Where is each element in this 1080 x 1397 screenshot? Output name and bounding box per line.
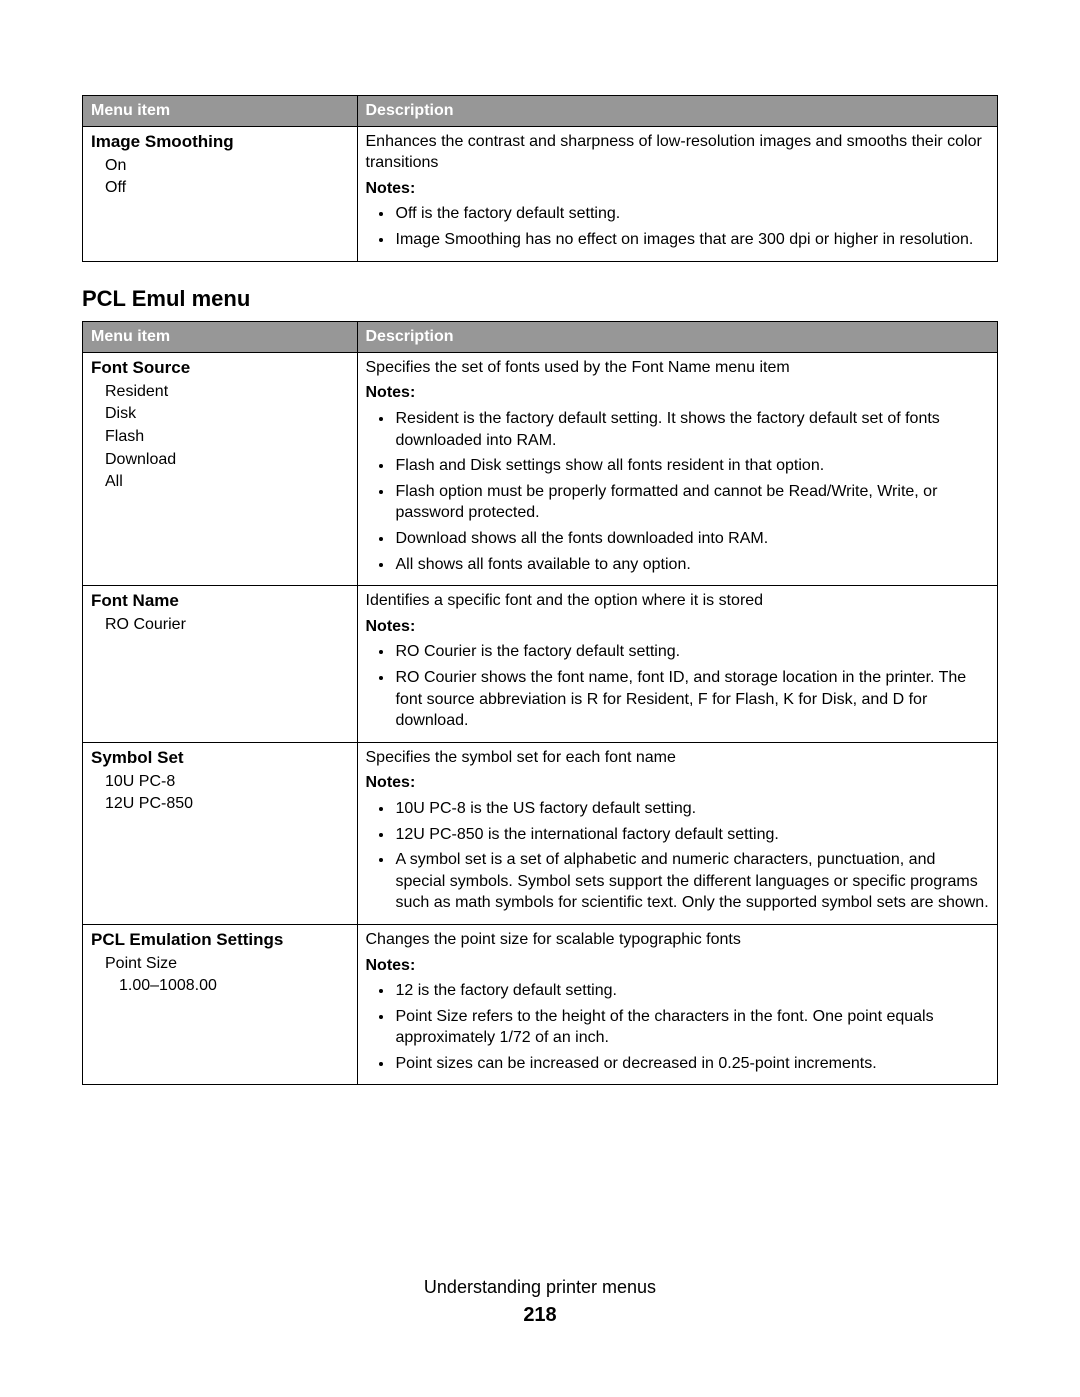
option-value: Flash [105,426,349,448]
menu-item-title: PCL Emulation Settings [91,929,349,952]
menu-item-options: Point Size 1.00–1008.00 [91,953,349,997]
description-text: Specifies the symbol set for each font n… [366,747,990,769]
note-item: Point sizes can be increased or decrease… [394,1053,990,1075]
menu-item-options: RO Courier [91,614,349,636]
notes-list: 12 is the factory default setting. Point… [366,980,990,1074]
note-item: 12U PC-850 is the international factory … [394,824,990,846]
table-row: Font Source Resident Disk Flash Download… [83,352,998,585]
pcl-emul-table: Menu item Description Font Source Reside… [82,321,998,1085]
menu-item-title: Font Source [91,357,349,380]
table-header-desc: Description [357,322,998,353]
description-text: Specifies the set of fonts used by the F… [366,357,990,379]
note-item: RO Courier is the factory default settin… [394,641,990,663]
menu-item-title: Font Name [91,590,349,613]
menu-item-title: Symbol Set [91,747,349,770]
description-text: Changes the point size for scalable typo… [366,929,990,951]
note-item: Point Size refers to the height of the c… [394,1006,990,1049]
table-header-menu: Menu item [83,96,358,127]
table-row: PCL Emulation Settings Point Size 1.00–1… [83,924,998,1085]
table-header-menu: Menu item [83,322,358,353]
menu-item-options: 10U PC-8 12U PC-850 [91,771,349,815]
note-item: 10U PC-8 is the US factory default setti… [394,798,990,820]
notes-label: Notes: [366,955,990,977]
notes-label: Notes: [366,382,990,404]
option-value: 12U PC-850 [105,793,349,815]
notes-list: Resident is the factory default setting.… [366,408,990,575]
notes-list: 10U PC-8 is the US factory default setti… [366,798,990,914]
page-footer: Understanding printer menus 218 [82,1275,998,1328]
option-sub-value: 1.00–1008.00 [105,975,349,997]
note-item: RO Courier shows the font name, font ID,… [394,667,990,732]
section-title: PCL Emul menu [82,284,998,314]
note-item: Flash option must be properly formatted … [394,481,990,524]
notes-list: Off is the factory default setting. Imag… [366,203,990,250]
table-row: Image Smoothing On Off Enhances the cont… [83,126,998,261]
notes-list: RO Courier is the factory default settin… [366,641,990,731]
menu-item-options: On Off [91,155,349,199]
menu-item-title: Image Smoothing [91,131,349,154]
page: Menu item Description Image Smoothing On… [0,0,1080,1379]
table-row: Symbol Set 10U PC-8 12U PC-850 Specifies… [83,742,998,924]
description-text: Enhances the contrast and sharpness of l… [366,131,990,174]
note-item: A symbol set is a set of alphabetic and … [394,849,990,914]
option-value: On [105,155,349,177]
note-item: Resident is the factory default setting.… [394,408,990,451]
note-item: 12 is the factory default setting. [394,980,990,1002]
table-header-desc: Description [357,96,998,127]
note-item: Flash and Disk settings show all fonts r… [394,455,990,477]
notes-label: Notes: [366,616,990,638]
option-value: Resident [105,381,349,403]
notes-label: Notes: [366,178,990,200]
menu-item-options: Resident Disk Flash Download All [91,381,349,493]
note-item: Off is the factory default setting. [394,203,990,225]
page-number: 218 [82,1302,998,1329]
note-item: Download shows all the fonts downloaded … [394,528,990,550]
note-item: Image Smoothing has no effect on images … [394,229,990,251]
option-value: All [105,471,349,493]
option-value: RO Courier [105,614,349,636]
option-value: Point Size [105,953,349,975]
note-item: All shows all fonts available to any opt… [394,554,990,576]
option-value: Download [105,449,349,471]
table-row: Font Name RO Courier Identifies a specif… [83,586,998,743]
option-value: Disk [105,403,349,425]
description-text: Identifies a specific font and the optio… [366,590,990,612]
option-value: Off [105,177,349,199]
option-value: 10U PC-8 [105,771,349,793]
footer-section-name: Understanding printer menus [82,1275,998,1299]
image-smoothing-table: Menu item Description Image Smoothing On… [82,95,998,262]
notes-label: Notes: [366,772,990,794]
